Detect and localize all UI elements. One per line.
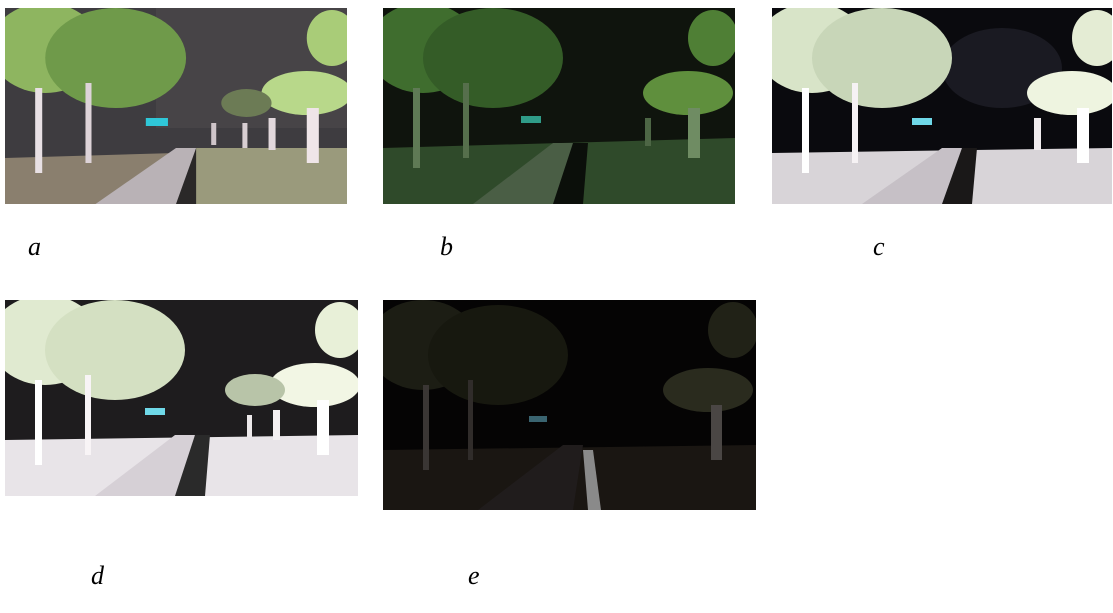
image-panel-a — [5, 8, 347, 204]
caption-a: a — [28, 234, 41, 260]
caption-e: e — [468, 563, 480, 589]
caption-b: b — [440, 234, 453, 260]
image-panel-d — [5, 300, 358, 496]
caption-c: c — [873, 234, 885, 260]
caption-d: d — [91, 563, 104, 589]
image-panel-e — [383, 300, 756, 510]
image-panel-b — [383, 8, 735, 204]
image-panel-c — [772, 8, 1112, 204]
